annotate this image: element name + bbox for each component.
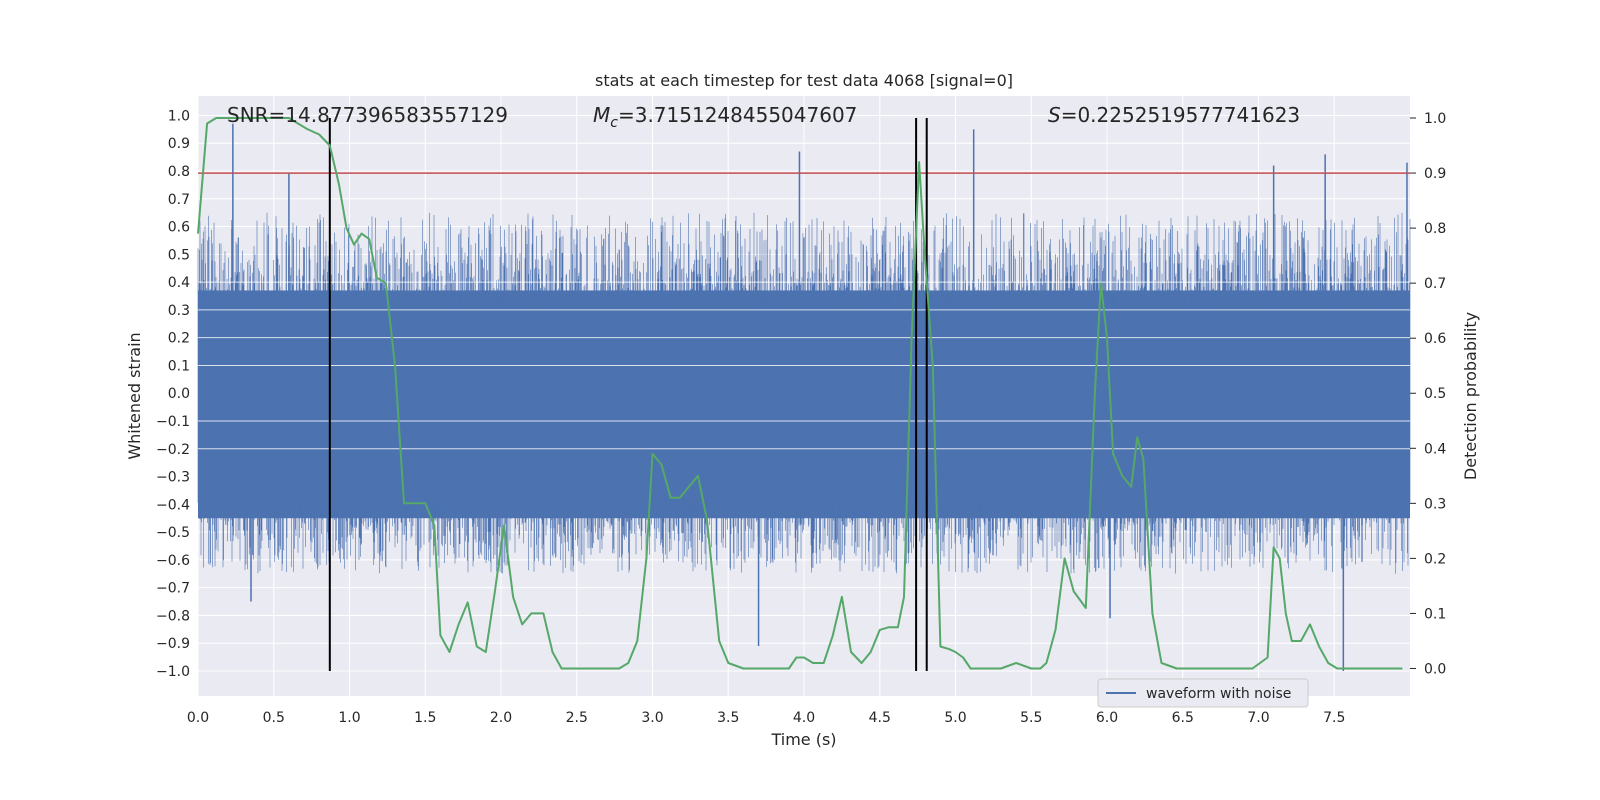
s-statistic-symbol: S [1048, 103, 1061, 127]
y-left-tick-label: 0.9 [168, 136, 190, 152]
legend-box [1097, 678, 1309, 708]
y-right-tick-label: 0.6 [1424, 331, 1446, 347]
s-statistic-value: =0.2252519577741623 [1061, 103, 1300, 127]
y-right-tick-label: 0.9 [1424, 166, 1446, 182]
y-left-tick-label: −0.2 [156, 442, 190, 458]
y-right-tick-label: 0.4 [1424, 441, 1446, 457]
x-tick-label: 4.0 [793, 710, 815, 726]
y-left-tick-label: −0.9 [156, 636, 190, 652]
waveform-layer [197, 123, 1411, 671]
y-left-tick-label: −0.6 [156, 553, 190, 569]
y-right-tick-label: 0.5 [1424, 386, 1446, 402]
x-tick-label: 7.5 [1323, 710, 1345, 726]
x-tick-label: 1.0 [338, 710, 360, 726]
x-tick-label: 0.5 [263, 710, 285, 726]
y-left-tick-label: −0.5 [156, 525, 190, 541]
x-tick-label: 6.5 [1172, 710, 1194, 726]
x-tick-label: 5.0 [944, 710, 966, 726]
y-left-tick-label: 0.3 [168, 303, 190, 319]
chirp-mass-value: =3.7151248455047607 [618, 103, 857, 127]
legend: waveform with noise [1097, 678, 1309, 708]
x-tick-label: 3.5 [717, 710, 739, 726]
x-tick-label: 4.5 [869, 710, 891, 726]
y-left-tick-label: 0.1 [168, 358, 190, 374]
chirp-mass-subscript: c [610, 115, 618, 131]
y-left-tick-label: 0.4 [168, 275, 190, 291]
y-left-tick-label: 0.0 [168, 386, 190, 402]
x-tick-label: 2.5 [566, 710, 588, 726]
y-right-tick-label: 0.7 [1424, 276, 1446, 292]
x-tick-label: 7.0 [1247, 710, 1269, 726]
x-tick-labels: 0.0 0.5 1.0 1.5 2.0 2.5 3.0 3.5 4.0 4.5 5.0 5.5 6.0 6… [187, 710, 1346, 726]
x-tick-label: 1.5 [414, 710, 436, 726]
chirp-mass-symbol: M [593, 103, 610, 127]
x-tick-label: 5.5 [1020, 710, 1042, 726]
snr-annotation: SNR=14.877396583557129 [227, 103, 508, 127]
x-axis-label: Time (s) [770, 730, 836, 749]
y-left-tick-label: 0.2 [168, 331, 190, 347]
legend-label: waveform with noise [1146, 686, 1291, 702]
y-left-tick-label: 0.8 [168, 164, 190, 180]
chart-title: stats at each timestep for test data 406… [595, 71, 1013, 90]
s-statistic-annotation: S=0.2252519577741623 [1048, 103, 1300, 127]
x-tick-label: 2.0 [490, 710, 512, 726]
y-left-tick-labels: 1.0 0.9 0.8 0.7 0.6 0.5 0.4 0.3 0.2 0.1 0.0 −0.1 −0.… [156, 108, 190, 680]
y-left-tick-label: −0.8 [156, 608, 190, 624]
y-right-tick-label: 1.0 [1424, 111, 1446, 127]
y-axis-label-left: Whitened strain [125, 332, 144, 459]
y-right-tick-label: 0.3 [1424, 496, 1446, 512]
y-right-tick-label: 0.2 [1424, 551, 1446, 567]
y-left-tick-label: 0.7 [168, 192, 190, 208]
y-right-tick-label: 0.0 [1424, 661, 1446, 677]
y-left-tick-label: 0.6 [168, 220, 190, 236]
y-left-tick-label: −0.3 [156, 470, 190, 486]
chirp-mass-annotation: Mc=3.7151248455047607 [593, 103, 857, 131]
x-tick-label: 0.0 [187, 710, 209, 726]
y-left-tick-label: −0.7 [156, 581, 190, 597]
probability-layer [197, 117, 1403, 670]
y-left-tick-label: −0.4 [156, 497, 190, 513]
y-left-tick-label: −1.0 [156, 664, 190, 680]
y-right-tick-labels: 1.0 0.9 0.8 0.7 0.6 0.5 0.4 0.3 0.2 0.1 0.0 [1410, 111, 1446, 677]
y-right-tick-label: 0.1 [1424, 606, 1446, 622]
y-left-tick-label: −0.1 [156, 414, 190, 430]
plot-area-group [197, 96, 1411, 696]
y-left-tick-label: 1.0 [168, 108, 190, 124]
detection-probability-line [197, 117, 1403, 670]
waveform-trace [197, 212, 1411, 574]
x-tick-label: 3.0 [641, 710, 663, 726]
y-right-tick-label: 0.8 [1424, 221, 1446, 237]
y-axis-label-right: Detection probability [1461, 312, 1480, 480]
x-tick-label: 6.0 [1096, 710, 1118, 726]
y-left-tick-label: 0.5 [168, 247, 190, 263]
